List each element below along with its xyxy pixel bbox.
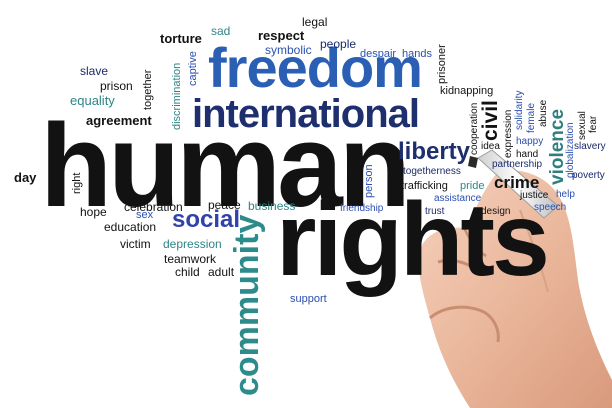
word-prison: prison [100, 79, 133, 93]
word-slavery: slavery [574, 141, 606, 152]
word-agreement: agreement [86, 113, 152, 128]
word-together: together [142, 69, 154, 110]
word-abuse: abuse [538, 99, 549, 127]
word-captive: captive [187, 51, 199, 86]
word-teamwork: teamwork [164, 252, 217, 266]
word-happy: happy [516, 136, 544, 147]
word-idea: idea [481, 141, 500, 152]
word-crime: crime [494, 173, 540, 192]
word-social: social [172, 206, 241, 233]
word-equality: equality [70, 93, 115, 108]
word-civil: civil [479, 100, 502, 141]
word-support: support [290, 293, 327, 305]
word-fear: fear [588, 115, 599, 133]
word-day: day [14, 170, 37, 185]
word-despair: despair [360, 48, 397, 60]
word-community: community [228, 214, 266, 396]
word-female: female [526, 102, 537, 133]
word-person: person [363, 164, 375, 198]
word-symbolic: symbolic [265, 43, 312, 57]
word-expression: expression [503, 109, 514, 158]
word-hand: hand [516, 149, 539, 160]
word-business: business [248, 199, 296, 213]
word-friendship: friendship [340, 203, 384, 214]
marker-pen-icon [468, 149, 559, 219]
hand-icon [418, 170, 612, 408]
word-help: help [556, 189, 575, 200]
word-hope: hope [80, 205, 107, 219]
word-sexual: sexual [577, 111, 588, 140]
word-victim: victim [120, 237, 151, 251]
word-rights: rights [276, 182, 550, 298]
word-international: international [192, 92, 420, 136]
word-justice: justice [520, 190, 549, 201]
word-trafficking: trafficking [401, 180, 448, 192]
word-human: human [40, 100, 411, 232]
word-cooperation: cooperation [469, 102, 480, 155]
word-prisoner: prisoner [436, 44, 448, 84]
word-design: design [481, 206, 511, 217]
word-solidarity: solidarity [514, 90, 525, 130]
word-respect: respect [258, 28, 305, 43]
word-togetherness: togetherness [403, 166, 461, 177]
word-right: right [71, 172, 83, 194]
word-assistance: assistance [434, 193, 482, 204]
word-slave: slave [80, 64, 109, 78]
word-pride: pride [460, 180, 485, 192]
word-peace: peace [208, 198, 241, 212]
word-depression: depression [163, 237, 222, 251]
word-people: people [320, 37, 357, 51]
word-trust: trust [425, 206, 445, 217]
word-freedom: freedom [208, 36, 423, 99]
word-child: child [175, 265, 200, 279]
word-partnership: partnership [492, 159, 543, 170]
word-poverty: poverty [572, 170, 605, 181]
word-liberty: liberty [398, 138, 471, 165]
word-hands: hands [402, 48, 432, 60]
word-kidnapping: kidnapping [440, 85, 494, 97]
word-discrimination: discrimination [171, 62, 183, 130]
word-celebration: celebration [124, 200, 183, 214]
word-speech: speech [534, 202, 567, 213]
word-adult: adult [208, 265, 235, 279]
word-legal: legal [302, 15, 328, 29]
word-torture: torture [160, 31, 202, 46]
word-sex: sex [136, 209, 154, 221]
word-sad: sad [211, 24, 231, 38]
word-education: education [104, 220, 157, 234]
